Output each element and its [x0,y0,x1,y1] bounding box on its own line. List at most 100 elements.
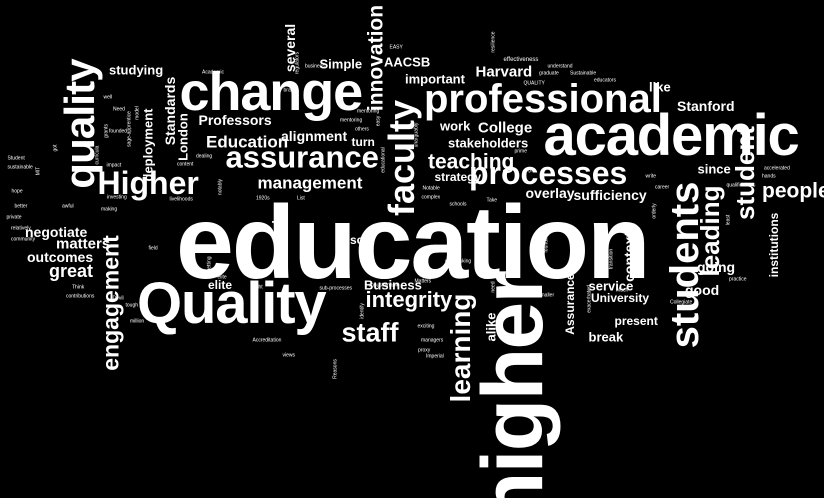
word-take: Take [486,197,498,204]
word-e-g: e.g. [524,167,533,174]
word-prime: prime [514,148,528,155]
word-elite-2: elite [217,274,227,281]
word-like: like [649,79,671,95]
word-collegiate: Collegiate [670,299,693,306]
word-unarguably: unarguably [413,122,420,148]
word-hope: hope [11,188,23,195]
word-field: field [148,245,158,252]
word-mit: MIT [35,166,42,176]
word-simple: Simple [319,56,363,72]
word-views: views [282,352,296,359]
word-academic: academic [543,103,800,168]
word-accelerated: accelerated [764,165,790,172]
word-list: List [297,195,305,202]
word-sustainable-2: sustainable [7,164,33,171]
word-alignment: alignment [281,128,348,144]
word-quality-2: quality [56,59,104,189]
word-work: work [440,118,471,134]
word-teaching: teaching [428,150,515,174]
word-brands: brands [283,87,299,94]
word-staff: staff [341,317,399,348]
word-student-2: Student [7,155,25,162]
word-founded: founded [109,128,128,135]
word-notably: notably [217,178,224,196]
word-faculty: faculty [381,99,423,217]
word-model: model [134,106,141,120]
word-quality-3: QUALITY [523,80,545,87]
word-resilience: resilience [490,31,497,53]
word-investing: investing [107,194,127,201]
word-since: since [697,161,731,177]
word-important: important [405,71,465,87]
word-1920s: 1920s [256,195,270,202]
word-devil: Devil [112,295,124,302]
word-need-2: need [490,281,497,293]
word-transition: transition [608,248,615,270]
word-right: Right [251,284,263,291]
word-better: better [14,203,28,210]
word-go: go [338,223,346,229]
word-undertaking: undertaking [445,258,472,265]
word-contributions: contributions [66,293,95,300]
word-aacsb: AACSB [384,54,431,70]
word-outcomes: outcomes [27,249,94,265]
word-going: going [697,259,736,275]
word-least: least [725,214,732,226]
word-proxy: proxy [418,347,431,354]
word-integrity: integrity [365,287,453,312]
word-great: great [49,261,94,281]
word-education-2: Education [206,132,289,152]
word-education: education [176,185,651,301]
word-qualifications: qualifications [726,182,756,189]
word-sage-apprentice: sage-apprentice [126,111,133,147]
word-higher-2: Higher [97,165,199,201]
word-processes: processes [469,155,628,191]
word-higher: higher [465,271,562,498]
word-engagement: engagement [97,235,124,371]
word-million: million [130,318,145,325]
word-private: private [6,214,22,221]
word-strategy: strategy [434,170,482,184]
word-good: good [685,282,720,298]
word-reasons: Reasons [332,359,339,379]
word-easy-2: EASY [389,44,403,51]
word-graduate: graduate [539,70,559,77]
word-overlay: overlay [525,185,575,201]
word-professors: Professors [198,112,272,128]
word-educational: educational [380,147,387,173]
word-bologna: Bologna [450,239,457,259]
word-managers: managers [421,337,444,344]
word-sustainable: Sustainable [570,70,597,77]
word-present: present [614,314,658,328]
word-dealing: dealing [196,153,213,160]
word-alike: alike [483,312,499,342]
word-relatively: relatively [11,225,31,232]
word-university: University [591,291,650,305]
word-write: write [645,173,657,180]
word-identify: identify [359,303,366,319]
word-assurance: assurance [225,139,379,175]
word-number: number [270,204,285,250]
word-matters: matters [56,235,111,253]
word-got: got [52,144,59,152]
word-deployment: deployment [140,108,156,182]
word-sub-processes: sub-processes [319,285,353,292]
word-notable: Notable [422,185,440,192]
word-also: also [340,233,365,247]
word-service: service [588,278,634,294]
word-need: Need [113,106,125,113]
word-exciting: exciting [417,323,435,330]
word-curricula: curricula [94,145,101,165]
word-impact: impact [106,162,122,169]
word-awful: awful [62,203,74,210]
word-content: content [177,161,194,168]
word-schools: schools [449,201,467,208]
word-tough: tough [125,302,139,309]
word-regulators: regulators [294,51,301,75]
word-negotiate: negotiate [25,224,88,240]
word-academic-2: Academic [202,69,224,76]
word-break: break [588,329,624,345]
word-career: career [655,184,670,191]
word-much: Much [616,287,629,294]
